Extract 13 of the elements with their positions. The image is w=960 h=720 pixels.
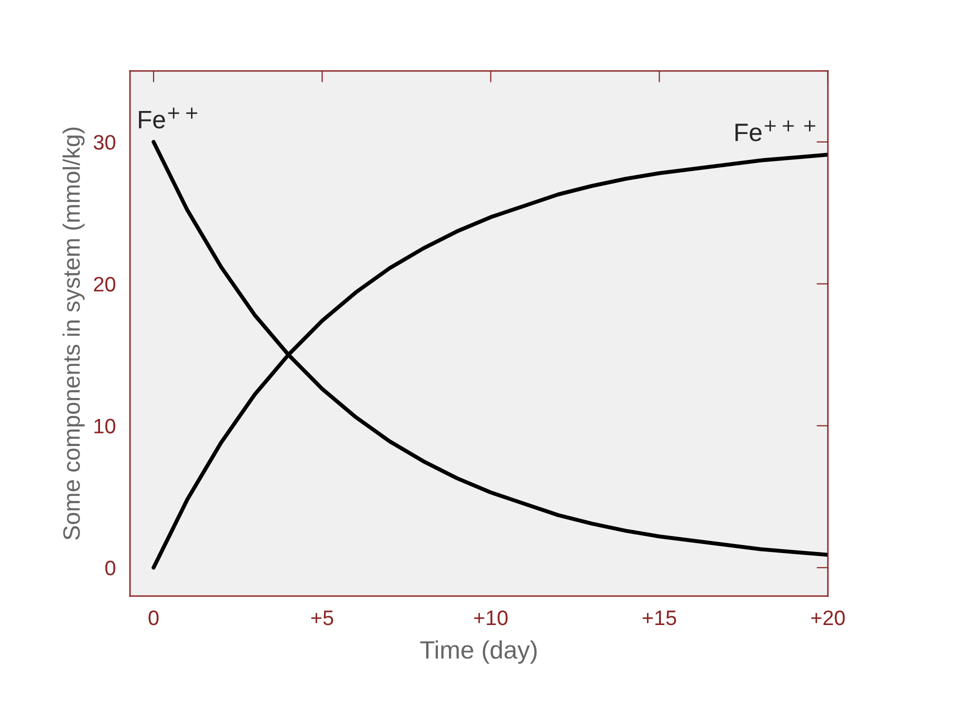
x-tick-label: +15 <box>642 610 676 626</box>
series-label: Fe$^{+++}$ <box>736 120 816 142</box>
y-tick-label: 10 <box>94 418 116 434</box>
series-label: Fe$^{++}$ <box>138 108 198 128</box>
y-axis-title: Some components in system (mmol/kg) <box>62 128 85 540</box>
x-tick-label: +5 <box>311 610 334 626</box>
x-tick-label: +20 <box>811 610 845 626</box>
x-tick-label: +10 <box>474 610 508 626</box>
x-axis-title: Time (day) <box>420 640 537 664</box>
y-tick-label: 30 <box>94 134 116 150</box>
y-tick-label: 20 <box>94 276 116 292</box>
x-tick-label: 0 <box>148 610 159 626</box>
y-tick-label: 0 <box>105 560 116 576</box>
